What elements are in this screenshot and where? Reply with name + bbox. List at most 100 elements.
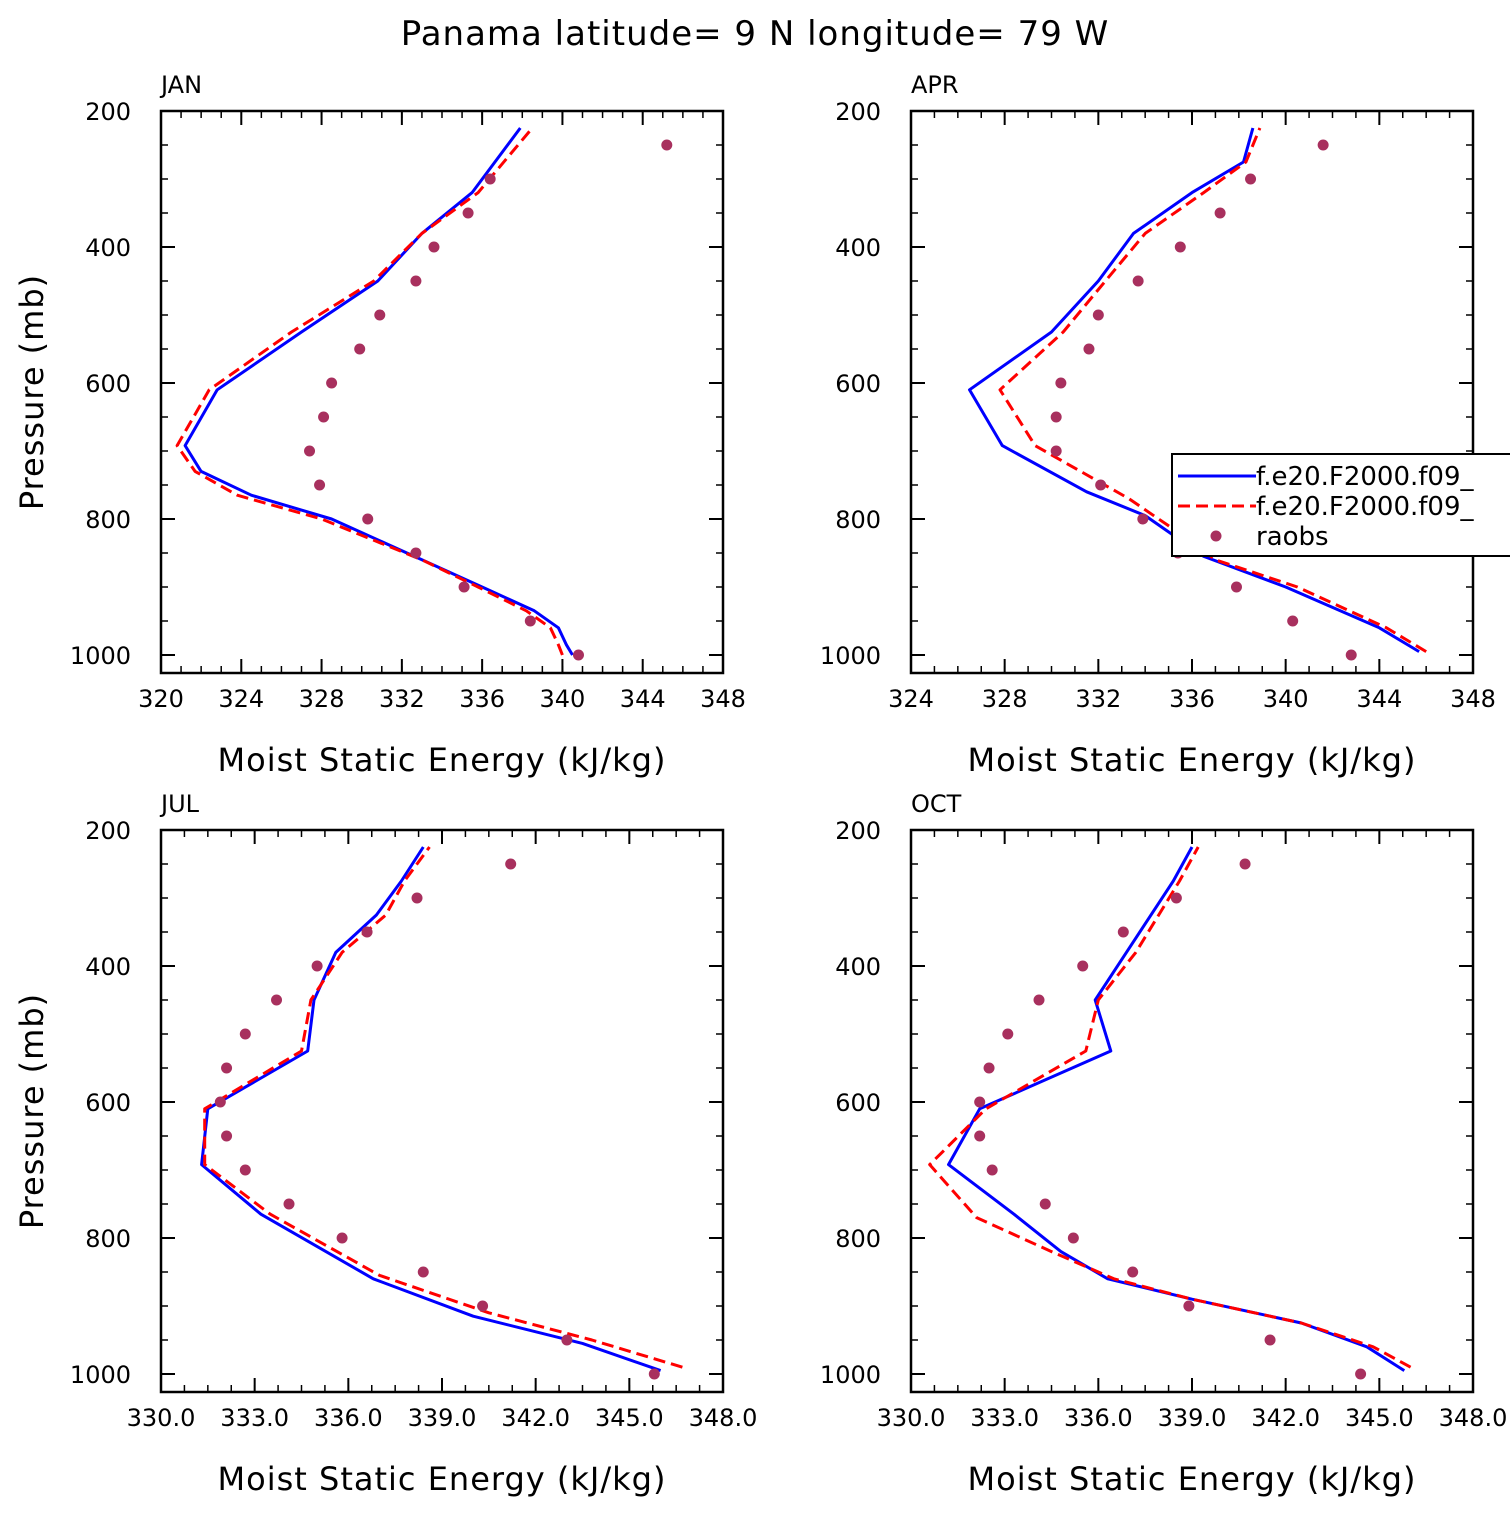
x-tick-label: 332 <box>1075 685 1121 713</box>
raobs-point <box>1002 1028 1014 1040</box>
raobs-point <box>524 615 536 627</box>
raobs-point <box>1345 649 1357 661</box>
y-tick-label: 400 <box>85 953 131 981</box>
x-tick-label: 348 <box>700 685 746 713</box>
raobs-point <box>1050 445 1062 457</box>
x-tick-label: 336 <box>459 685 505 713</box>
raobs-point <box>1214 207 1226 219</box>
y-tick-label: 600 <box>835 1089 881 1117</box>
raobs-point <box>361 926 373 938</box>
x-axis-label: Moist Static Energy (kJ/kg) <box>968 1460 1417 1498</box>
raobs-point <box>974 1096 986 1108</box>
y-tick-label: 200 <box>85 817 131 845</box>
raobs-point <box>374 309 386 321</box>
y-tick-label: 1000 <box>820 642 881 670</box>
plot-area <box>175 127 673 661</box>
raobs-point <box>410 547 422 559</box>
y-axis-label: Pressure (mb) <box>13 993 51 1229</box>
y-tick-label: 800 <box>835 1225 881 1253</box>
raobs-point <box>354 343 366 355</box>
x-tick-label: 345.0 <box>595 1404 664 1432</box>
y-tick-label: 1000 <box>820 1361 881 1389</box>
x-tick-label: 330.0 <box>127 1404 196 1432</box>
raobs-point <box>505 858 517 870</box>
raobs-point <box>311 960 323 972</box>
y-tick-label: 600 <box>835 370 881 398</box>
x-tick-label: 340 <box>540 685 586 713</box>
raobs-point <box>314 479 326 491</box>
raobs-point <box>239 1028 251 1040</box>
raobs-point <box>648 1368 660 1380</box>
x-tick-label: 336.0 <box>314 1404 383 1432</box>
raobs-point <box>462 207 474 219</box>
panel-label: APR <box>911 71 959 99</box>
legend-box <box>1171 453 1510 557</box>
raobs-point <box>974 1130 986 1142</box>
panel-jul: JUL 330.0 333.0 336.0 339.0 342.0 345.0 348.0 20… <box>13 790 757 1498</box>
raobs-point <box>1083 343 1095 355</box>
y-axis-label: Pressure (mb) <box>13 274 51 510</box>
raobs-point <box>1039 1198 1051 1210</box>
x-axis-label: Moist Static Energy (kJ/kg) <box>218 741 667 779</box>
x-tick-label: 328 <box>299 685 345 713</box>
series-line-dashed <box>998 127 1427 653</box>
y-tick-label: 400 <box>835 234 881 262</box>
raobs-point <box>1050 411 1062 423</box>
panel-oct: OCT 330.0 333.0 336.0 339.0 342.0 345.0 348.0 20… <box>820 790 1507 1498</box>
y-tick-label: 600 <box>85 370 131 398</box>
series-line-solid <box>947 846 1406 1372</box>
series-line-dashed <box>175 127 564 656</box>
y-tick-label: 1000 <box>70 1361 131 1389</box>
plot-frame <box>159 828 725 1394</box>
x-tick-label: 324 <box>218 685 264 713</box>
y-tick-label: 400 <box>835 953 881 981</box>
raobs-point <box>221 1130 233 1142</box>
raobs-point <box>417 1266 429 1278</box>
raobs-point <box>1033 994 1045 1006</box>
raobs-point <box>1117 926 1129 938</box>
raobs-point <box>1137 513 1149 525</box>
raobs-point <box>983 1062 995 1074</box>
x-axis-label: Moist Static Energy (kJ/kg) <box>218 1460 667 1498</box>
raobs-point <box>1077 960 1089 972</box>
raobs-point <box>318 411 330 423</box>
raobs-point <box>1287 615 1299 627</box>
raobs-point <box>336 1232 348 1244</box>
x-tick-label: 330.0 <box>877 1404 946 1432</box>
y-tick-label: 200 <box>835 817 881 845</box>
x-tick-label: 342.0 <box>1251 1404 1320 1432</box>
raobs-point <box>1174 241 1186 253</box>
x-tick-label: 332 <box>379 685 425 713</box>
x-tick-label: 333.0 <box>220 1404 289 1432</box>
y-tick-label: 800 <box>85 1225 131 1253</box>
raobs-point <box>326 377 338 389</box>
raobs-point <box>1067 1232 1079 1244</box>
y-tick-label: 1000 <box>70 642 131 670</box>
raobs-point <box>221 1062 233 1074</box>
raobs-point <box>572 649 584 661</box>
raobs-point <box>1245 173 1257 185</box>
series-line-solid <box>183 127 574 656</box>
x-tick-label: 336.0 <box>1064 1404 1133 1432</box>
raobs-point <box>1317 139 1329 151</box>
x-tick-label: 348.0 <box>1439 1404 1508 1432</box>
raobs-point <box>239 1164 251 1176</box>
x-tick-label: 328 <box>982 685 1028 713</box>
raobs-point <box>1264 1334 1276 1346</box>
y-tick-label: 800 <box>85 506 131 534</box>
x-tick-label: 344 <box>1356 685 1402 713</box>
y-tick-label: 800 <box>835 506 881 534</box>
x-tick-label: 342.0 <box>501 1404 570 1432</box>
raobs-point <box>271 994 283 1006</box>
y-tick-label: 400 <box>85 234 131 262</box>
raobs-point <box>1055 377 1067 389</box>
x-tick-label: 344 <box>620 685 666 713</box>
x-tick-label: 324 <box>888 685 934 713</box>
x-axis-label: Moist Static Energy (kJ/kg) <box>968 741 1417 779</box>
raobs-point <box>1170 892 1182 904</box>
x-tick-label: 348.0 <box>689 1404 758 1432</box>
raobs-point <box>1355 1368 1367 1380</box>
raobs-point <box>1183 1300 1195 1312</box>
